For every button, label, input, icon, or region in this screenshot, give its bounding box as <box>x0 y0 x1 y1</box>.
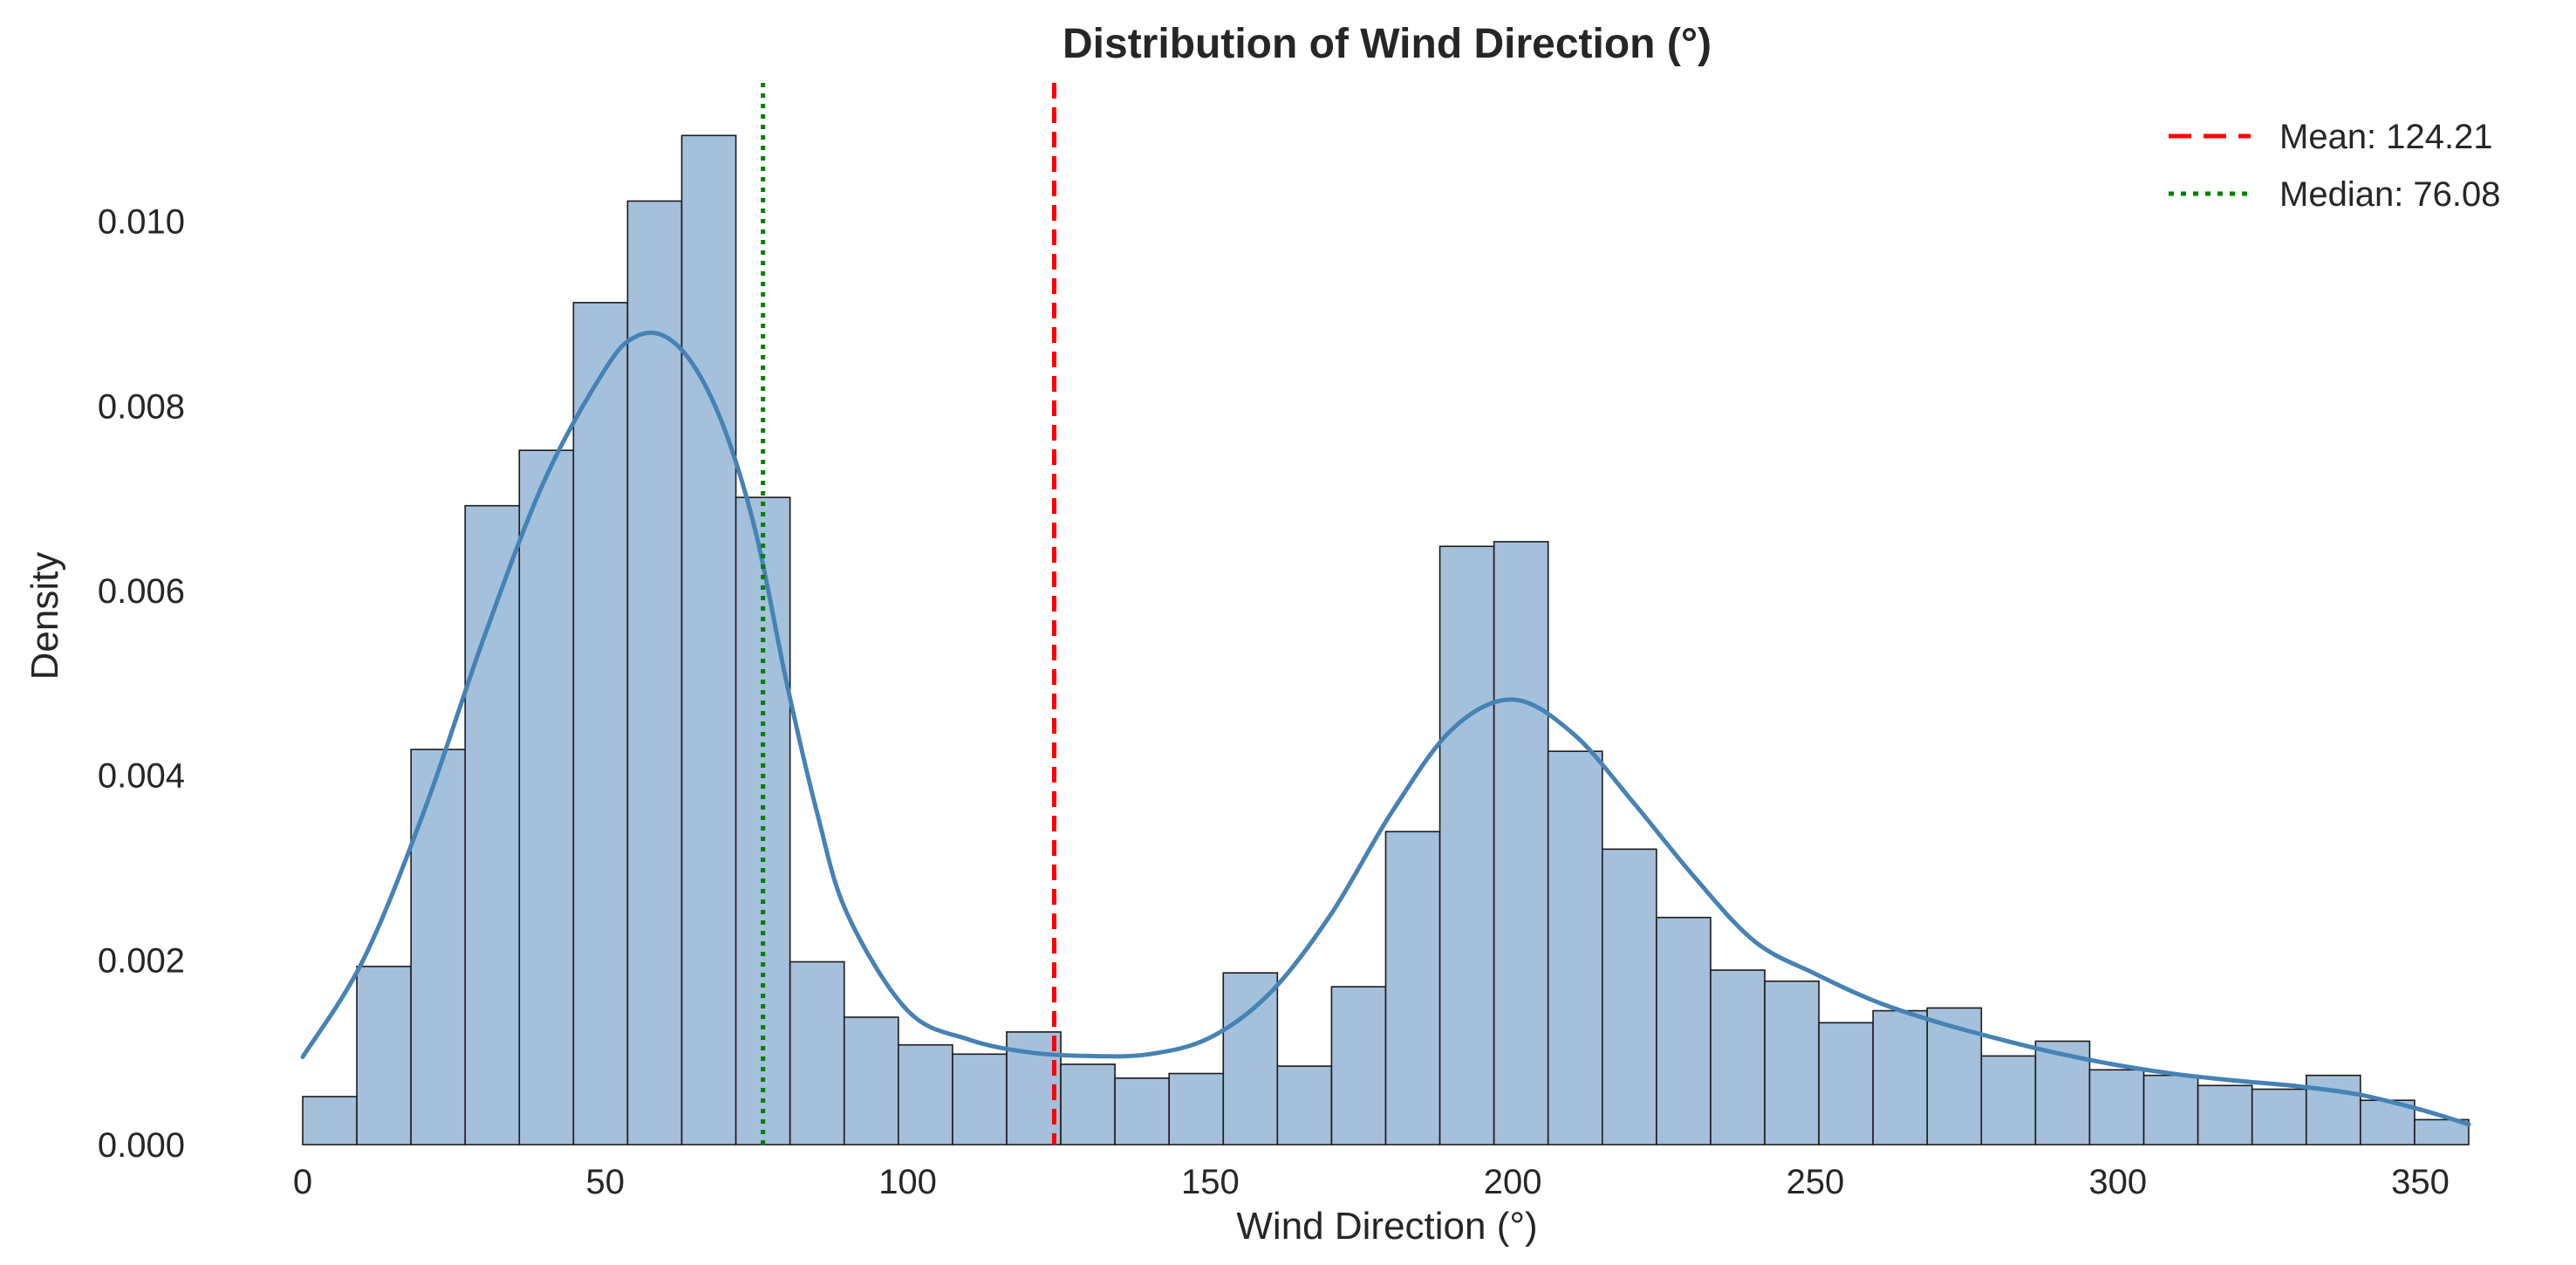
x-tick-label: 200 <box>1484 1163 1542 1201</box>
histogram-bar <box>789 961 845 1145</box>
histogram-bar <box>1980 1055 2037 1145</box>
histogram-bar <box>843 1016 899 1145</box>
histogram-bar <box>1438 545 1495 1145</box>
y-tick-label: 0.002 <box>98 941 185 980</box>
y-tick-label: 0.004 <box>98 757 185 796</box>
x-tick-label: 150 <box>1181 1163 1240 1201</box>
histogram-bar <box>2197 1084 2253 1145</box>
histogram-bar <box>1222 972 1279 1145</box>
histogram-bar <box>952 1053 1008 1145</box>
histogram-bar <box>1060 1063 1116 1145</box>
y-tick-label: 0.008 <box>98 387 185 426</box>
x-tick-label: 100 <box>878 1163 937 1201</box>
histogram-bar <box>2414 1118 2470 1145</box>
x-tick-label: 350 <box>2391 1163 2450 1201</box>
reference-lines <box>761 83 1056 1145</box>
histogram-bar <box>680 134 737 1145</box>
histogram-bar <box>1547 750 1603 1145</box>
histogram-bar <box>302 1096 358 1145</box>
histogram-bar <box>2305 1074 2361 1145</box>
legend: Mean: 124.21 Median: 76.08 <box>2169 118 2501 214</box>
y-tick-label: 0.006 <box>98 572 185 611</box>
histogram-bar <box>356 965 412 1145</box>
kde-curve <box>300 330 2471 1127</box>
histogram-bar <box>410 749 467 1145</box>
histogram-bar <box>1168 1072 1225 1145</box>
x-axis-label: Wind Direction (°) <box>1236 1205 1537 1248</box>
histogram-bar <box>898 1043 953 1145</box>
x-tick-label: 300 <box>2088 1163 2147 1201</box>
histogram-bar <box>464 504 521 1145</box>
chart-title: Distribution of Wind Direction (°) <box>1063 21 1712 67</box>
histogram-bar <box>1872 1009 1929 1145</box>
kde-curve-group <box>300 330 2471 1127</box>
histogram-bar <box>1656 916 1712 1145</box>
y-axis-label: Density <box>24 552 66 680</box>
histogram-bar <box>518 449 575 1145</box>
x-tick-label: 250 <box>1787 1163 1845 1201</box>
histogram-bar <box>1114 1077 1171 1145</box>
histogram-bar <box>2088 1069 2145 1145</box>
y-tick-label: 0.010 <box>98 203 185 242</box>
histogram-bar <box>1276 1065 1333 1145</box>
histogram-bar <box>626 200 683 1145</box>
histogram-bar <box>1384 831 1441 1145</box>
histogram-bar <box>1710 969 1766 1145</box>
histogram-bar <box>1602 848 1657 1145</box>
legend-mean-label: Mean: 124.21 <box>2279 118 2493 156</box>
histogram-bar <box>1818 1022 1874 1145</box>
axis-ticks: 0 50 100 150 200 250 300 350 0.000 0.002 0.004 0.00… <box>98 203 2450 1201</box>
y-tick-label: 0.000 <box>98 1126 185 1165</box>
histogram-bar <box>572 302 629 1145</box>
histogram-bar <box>1330 986 1387 1145</box>
histogram-bar <box>2251 1088 2307 1145</box>
x-tick-label: 0 <box>293 1163 312 1201</box>
histogram-bar <box>1493 541 1549 1145</box>
legend-median-label: Median: 76.08 <box>2279 175 2501 214</box>
histogram-bar <box>2142 1074 2199 1145</box>
histogram-bars <box>302 134 2470 1145</box>
histogram-bar <box>1764 980 1820 1145</box>
x-tick-label: 50 <box>586 1163 625 1201</box>
